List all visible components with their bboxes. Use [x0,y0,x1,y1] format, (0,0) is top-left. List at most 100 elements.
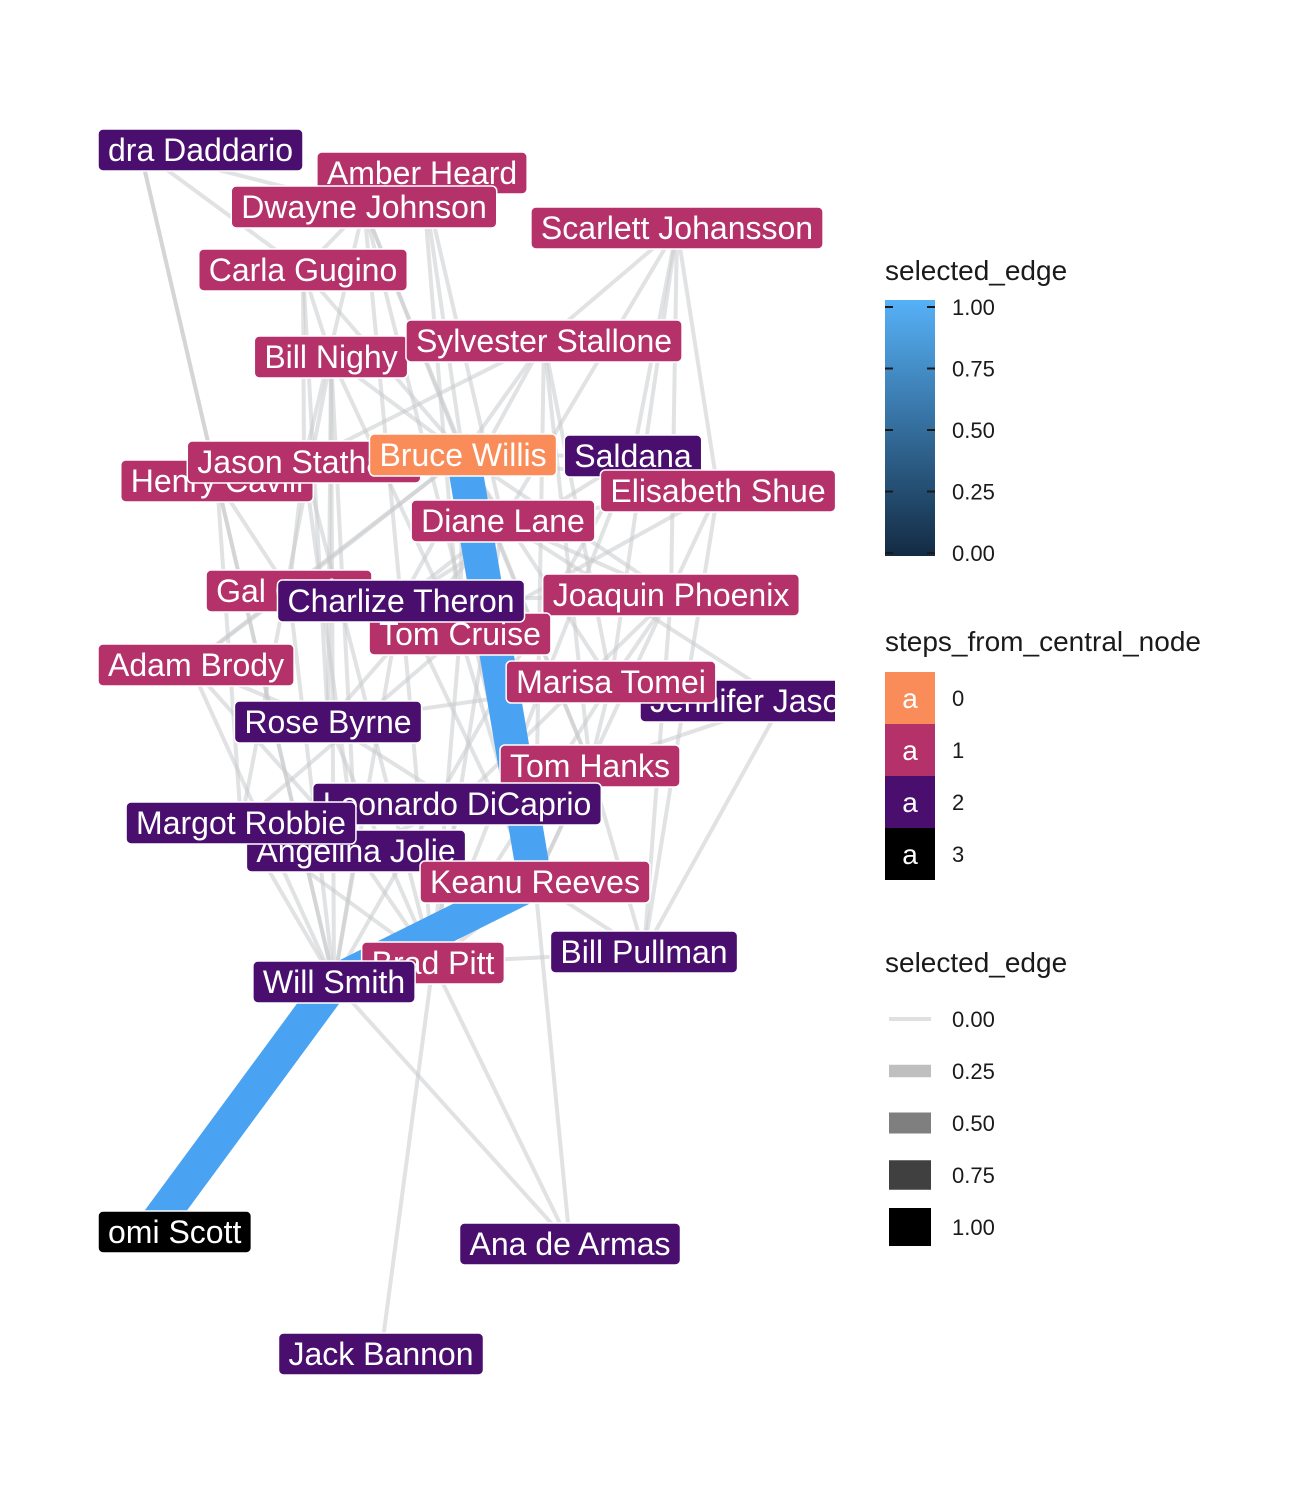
node-adam-brody[interactable]: Adam Brody [98,643,295,687]
node-label-box [230,185,498,229]
node-label-text: Jack Bannon [288,1336,473,1372]
node-label-box [410,499,596,543]
edge [332,850,358,983]
node-label-box [419,860,651,904]
node-tom-hanks[interactable]: Tom Hanks [499,744,681,788]
node-dwayne-johnson[interactable]: Dwayne Johnson [230,185,498,229]
node-bill-nighy[interactable]: Bill Nighy [253,335,409,379]
selected-edge [136,971,348,1243]
node-bill-pullman[interactable]: Bill Pullman [549,930,739,974]
node-label-text: Leonardo DiCaprio [323,786,592,822]
node-label-box [252,960,416,1004]
node-label-text: Marisa Tomei [516,664,706,700]
edge [332,980,572,1246]
steps-legend-title: steps_from_central_node [885,626,1201,657]
edge [287,590,336,983]
node-keanu-reeves[interactable]: Keanu Reeves [419,860,651,904]
node-label-box [98,643,295,687]
alpha-key-swatch [889,1160,931,1190]
node-label-text: Will Smith [263,964,405,1000]
node-leonardo-dicaprio[interactable]: Leonardo DiCaprio [311,782,603,826]
node-scarlett-johansson[interactable]: Scarlett Johansson [530,206,824,250]
node-sylvester-stallone[interactable]: Sylvester Stallone [405,319,683,363]
node-charlize-theron[interactable]: Charlize Theron [276,579,526,623]
node-carla-gugino[interactable]: Carla Gugino [197,248,409,292]
steps-key-letter: a [902,683,918,714]
node-marisa-tomei[interactable]: Marisa Tomei [505,660,717,704]
node-bruce-willis[interactable]: Bruce Willis [368,433,558,477]
node-label-box [197,248,409,292]
node-label-box [541,573,801,617]
node-label-text: Saldana [574,438,692,474]
node-label-box [277,1332,485,1376]
colorbar-tick-label: 0.75 [952,357,995,382]
legend-steps: steps_from_central_node a 0 a 1 a 2 a 3 [885,626,1201,880]
node-label-text: dra Daddario [108,132,293,168]
node-label-text: Bill Nighy [264,339,397,375]
node-label-text: Elisabeth Shue [610,473,825,509]
node-alexandra-daddario[interactable]: dra Daddario [98,128,304,172]
alpha-key-swatch [889,1112,931,1134]
edge [642,700,785,953]
steps-key-letter: a [902,839,918,870]
alpha-key-label: 0.00 [952,1007,995,1032]
node-label-box [405,319,683,363]
alpha-key-label: 0.25 [952,1059,995,1084]
colorbar-tick-label: 0.25 [952,480,995,505]
steps-key-label: 2 [952,790,964,815]
node-label-text: Ana de Armas [470,1226,671,1262]
node-label-text: Margot Robbie [136,805,346,841]
steps-key-label: 3 [952,842,964,867]
legend-colorbar: selected_edge 1.00 0.75 0.50 0.25 0.00 [885,255,1067,566]
edge [669,227,679,596]
node-label-box [530,206,824,250]
node-label-text: Keanu Reeves [430,864,640,900]
colorbar-tick-label: 0.50 [952,418,995,443]
node-jack-bannon[interactable]: Jack Bannon [277,1332,485,1376]
steps-key-label: 1 [952,738,964,763]
colorbar-tick-label: 1.00 [952,295,995,320]
steps-key-swatch [885,672,935,724]
colorbar-title: selected_edge [885,255,1067,286]
edge [431,962,572,1245]
edge [461,453,613,684]
node-label-box [276,579,526,623]
node-diane-lane[interactable]: Diane Lane [410,499,596,543]
node-label-text: omi Scott [108,1214,241,1250]
alpha-legend-title: selected_edge [885,947,1067,978]
node-label-box [505,660,717,704]
node-rose-byrne[interactable]: Rose Byrne [233,700,423,744]
alpha-key-label: 1.00 [952,1215,995,1240]
node-amber-heard[interactable]: Amber Heard [316,151,528,195]
node-zoe-saldana[interactable]: Saldana [563,434,703,478]
node-label-text: Tom Hanks [510,748,670,784]
node-label-text: Amber Heard [327,155,517,191]
node-label-box [599,469,835,513]
alpha-key-label: 0.50 [952,1111,995,1136]
node-label-text: Scarlett Johansson [541,210,813,246]
node-label-text: Bruce Willis [379,437,546,473]
node-label-text: Adam Brody [108,647,284,683]
node-elisabeth-shue[interactable]: Elisabeth Shue [599,469,835,513]
steps-key-swatch [885,776,935,828]
node-label-box [233,700,423,744]
node-will-smith[interactable]: Will Smith [252,960,416,1004]
node-label-box [458,1222,682,1266]
node-label-box [98,128,304,172]
steps-key-swatch [885,828,935,880]
alpha-key-label: 0.75 [952,1163,995,1188]
alpha-legend-keys: 0.00 0.25 0.50 0.75 1.00 [889,1007,995,1246]
edge [379,962,435,1355]
node-label-text: Diane Lane [421,503,585,539]
node-margot-robbie[interactable]: Margot Robbie [125,801,357,845]
colorbar-gradient [885,300,935,556]
node-ana-de-armas[interactable]: Ana de Armas [458,1222,682,1266]
node-naomi-scott[interactable]: omi Scott [98,1210,253,1254]
node-label-text: Bill Pullman [560,934,727,970]
node-label-text: Joaquin Phoenix [553,577,790,613]
node-label-box [368,433,558,477]
node-joaquin-phoenix[interactable]: Joaquin Phoenix [541,573,801,617]
node-label-box [125,801,357,845]
colorbar-tick-label: 0.00 [952,541,995,566]
